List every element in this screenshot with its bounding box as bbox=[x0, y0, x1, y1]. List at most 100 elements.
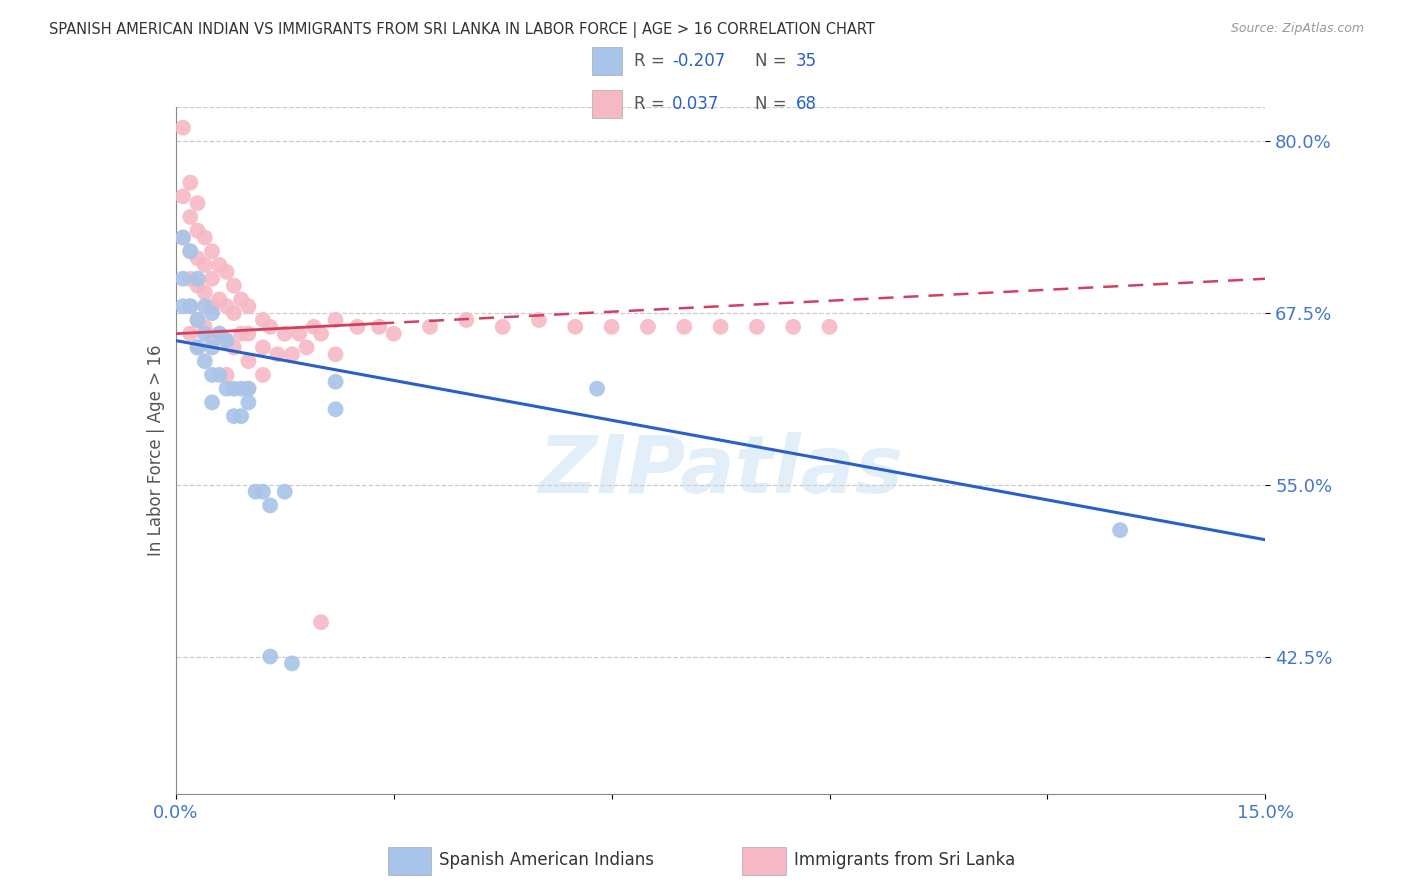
Point bbox=[564, 319, 586, 334]
Point bbox=[186, 224, 209, 238]
Point bbox=[309, 326, 332, 341]
Point bbox=[186, 251, 209, 265]
Point bbox=[172, 230, 194, 244]
Point bbox=[208, 293, 231, 307]
Point bbox=[194, 230, 217, 244]
Point bbox=[201, 334, 224, 348]
Point bbox=[252, 484, 274, 499]
Text: R =: R = bbox=[634, 52, 669, 70]
Point bbox=[215, 334, 238, 348]
Point bbox=[309, 615, 332, 630]
Point bbox=[215, 368, 238, 382]
Point bbox=[600, 319, 623, 334]
Point bbox=[710, 319, 733, 334]
Point bbox=[186, 340, 209, 354]
Point bbox=[215, 299, 238, 313]
Point bbox=[295, 340, 318, 354]
Point bbox=[252, 368, 274, 382]
Point bbox=[222, 382, 245, 396]
Point bbox=[346, 319, 368, 334]
Point bbox=[222, 409, 245, 423]
Point bbox=[238, 354, 260, 368]
Text: -0.207: -0.207 bbox=[672, 52, 725, 70]
Text: Spanish American Indians: Spanish American Indians bbox=[439, 851, 654, 869]
Point bbox=[222, 340, 245, 354]
Point bbox=[818, 319, 841, 334]
Point bbox=[325, 402, 347, 417]
Point bbox=[637, 319, 659, 334]
Point bbox=[186, 196, 209, 211]
Point bbox=[1109, 523, 1132, 537]
Point bbox=[186, 313, 209, 327]
Point bbox=[172, 230, 194, 244]
Text: Source: ZipAtlas.com: Source: ZipAtlas.com bbox=[1230, 22, 1364, 36]
Text: N =: N = bbox=[755, 52, 792, 70]
Point bbox=[252, 340, 274, 354]
Point bbox=[245, 484, 267, 499]
Point bbox=[274, 484, 297, 499]
Point bbox=[325, 313, 347, 327]
Text: R =: R = bbox=[634, 95, 669, 113]
Point bbox=[186, 313, 209, 327]
Point bbox=[252, 313, 274, 327]
Point bbox=[194, 285, 217, 300]
Point bbox=[259, 649, 281, 664]
Point bbox=[231, 326, 253, 341]
Point bbox=[281, 347, 304, 361]
Text: 0.037: 0.037 bbox=[672, 95, 720, 113]
Point bbox=[231, 382, 253, 396]
Point bbox=[281, 657, 304, 671]
Point bbox=[492, 319, 515, 334]
Point bbox=[179, 210, 201, 224]
Point bbox=[194, 258, 217, 272]
Text: 35: 35 bbox=[796, 52, 817, 70]
Point bbox=[302, 319, 325, 334]
FancyBboxPatch shape bbox=[742, 847, 786, 875]
Text: Immigrants from Sri Lanka: Immigrants from Sri Lanka bbox=[793, 851, 1015, 869]
Y-axis label: In Labor Force | Age > 16: In Labor Force | Age > 16 bbox=[146, 344, 165, 557]
Point bbox=[231, 409, 253, 423]
Point bbox=[208, 368, 231, 382]
Point bbox=[238, 382, 260, 396]
Point bbox=[186, 271, 209, 285]
Point bbox=[186, 278, 209, 293]
Point bbox=[368, 319, 391, 334]
Point bbox=[456, 313, 478, 327]
Point bbox=[215, 334, 238, 348]
Point bbox=[222, 278, 245, 293]
Point bbox=[172, 299, 194, 313]
Point bbox=[194, 319, 217, 334]
FancyBboxPatch shape bbox=[388, 847, 432, 875]
Point bbox=[201, 244, 224, 259]
Point bbox=[208, 258, 231, 272]
Point bbox=[201, 340, 224, 354]
Point bbox=[179, 244, 201, 259]
Point bbox=[172, 120, 194, 135]
Point bbox=[238, 299, 260, 313]
Point bbox=[179, 326, 201, 341]
Point bbox=[238, 382, 260, 396]
Point bbox=[208, 326, 231, 341]
Point bbox=[194, 299, 217, 313]
Point bbox=[201, 299, 224, 313]
Text: SPANISH AMERICAN INDIAN VS IMMIGRANTS FROM SRI LANKA IN LABOR FORCE | AGE > 16 C: SPANISH AMERICAN INDIAN VS IMMIGRANTS FR… bbox=[49, 22, 875, 38]
Point bbox=[179, 299, 201, 313]
Point bbox=[527, 313, 550, 327]
Point bbox=[201, 306, 224, 320]
Text: N =: N = bbox=[755, 95, 792, 113]
Point bbox=[238, 326, 260, 341]
Point bbox=[215, 382, 238, 396]
Point bbox=[419, 319, 441, 334]
Text: ZIPatlas: ZIPatlas bbox=[538, 432, 903, 510]
Point bbox=[745, 319, 768, 334]
Point bbox=[325, 375, 347, 389]
Point bbox=[194, 354, 217, 368]
Point bbox=[201, 368, 224, 382]
Point bbox=[222, 306, 245, 320]
Point bbox=[172, 189, 194, 203]
Point bbox=[782, 319, 804, 334]
Point bbox=[274, 326, 297, 341]
Point bbox=[179, 244, 201, 259]
Point bbox=[179, 176, 201, 190]
Point bbox=[194, 326, 217, 341]
